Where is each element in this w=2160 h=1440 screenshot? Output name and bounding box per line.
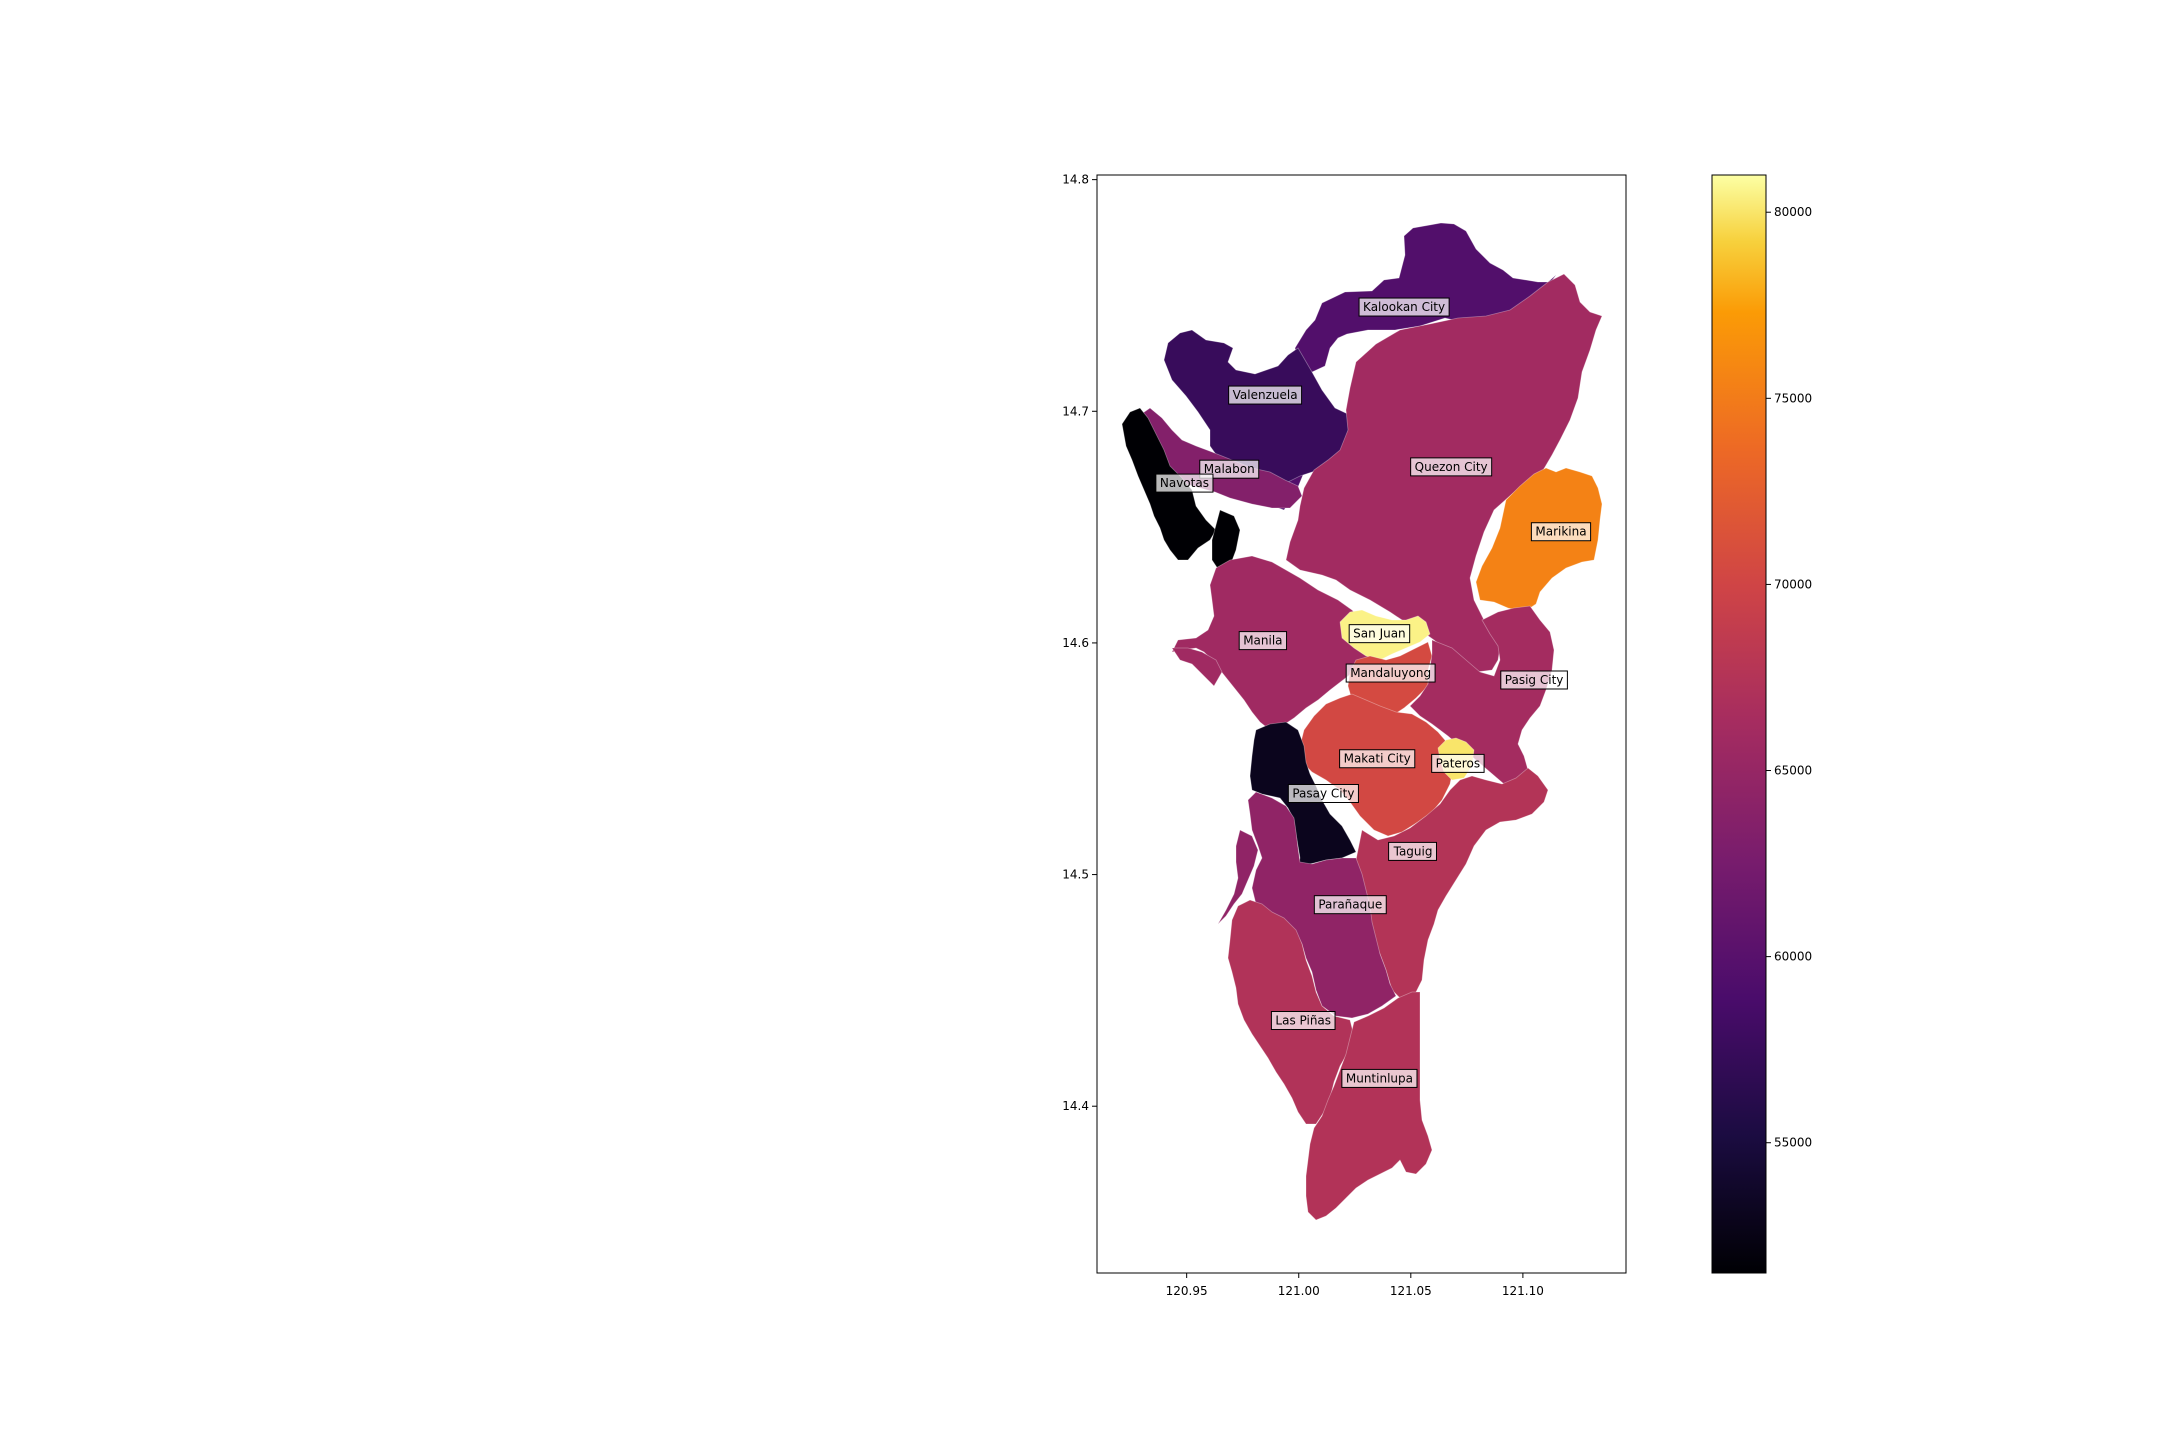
city-label-group: Pasay City	[1287, 783, 1359, 803]
city-label-box	[1199, 459, 1260, 479]
colorbar-gradient	[1711, 174, 1767, 1274]
city-label-group: Makati City	[1339, 749, 1416, 769]
city-label-box	[1313, 895, 1387, 915]
colorbar-tick-label: 55000	[1774, 1136, 1812, 1150]
city-label-box	[1410, 457, 1493, 477]
city-label: Muntinlupa	[1346, 1071, 1413, 1085]
x-tick-label: 120.95	[1166, 1284, 1208, 1298]
y-tick-label: 14.6	[1062, 636, 1089, 650]
y-tick-label: 14.5	[1062, 868, 1089, 882]
city-label-group: Malabon	[1199, 459, 1260, 479]
city-label-box	[1388, 841, 1437, 861]
city-label: Pasay City	[1292, 786, 1354, 800]
city-label: Pateros	[1436, 756, 1480, 770]
city-label-box	[1358, 297, 1450, 317]
city-label-group: Valenzuela	[1228, 385, 1303, 405]
map-axes: 120.95 121.00 121.05 121.10 14.414.514.614.…	[1062, 173, 1627, 1298]
district-manila-harbor	[1171, 647, 1223, 687]
y-tick-label: 14.7	[1062, 404, 1089, 418]
city-label-box	[1228, 385, 1303, 405]
city-label-box	[1341, 1068, 1418, 1088]
city-label: Malabon	[1204, 462, 1255, 476]
city-label: Las Piñas	[1275, 1014, 1331, 1028]
x-tick-label: 121.00	[1278, 1284, 1320, 1298]
colorbar-tick-label: 80000	[1774, 205, 1812, 219]
y-tick-label: 14.8	[1062, 173, 1089, 187]
city-label-box	[1431, 753, 1485, 773]
city-label-group: Pateros	[1431, 753, 1485, 773]
city-label: Quezon City	[1415, 460, 1488, 474]
city-label-group: Kalookan City	[1358, 297, 1450, 317]
city-label-group: Mandaluyong	[1345, 663, 1436, 683]
city-label: Kalookan City	[1363, 300, 1445, 314]
city-label-box	[1270, 1011, 1336, 1031]
city-label-box	[1500, 670, 1568, 690]
district-pasig-city	[1409, 605, 1555, 785]
city-label-group: Parañaque	[1313, 895, 1387, 915]
city-label-group: Muntinlupa	[1341, 1068, 1418, 1088]
map-frame	[1096, 174, 1627, 1274]
city-label-group: Marikina	[1530, 522, 1592, 542]
city-label-box	[1345, 663, 1436, 683]
city-label-box	[1339, 749, 1416, 769]
city-label: Navotas	[1160, 476, 1209, 490]
city-label-group: Pasig City	[1500, 670, 1568, 690]
city-label-box	[1348, 624, 1411, 644]
city-label-group: Manila	[1238, 631, 1288, 651]
city-label-box	[1287, 783, 1359, 803]
city-label-box	[1530, 522, 1592, 542]
city-label: Marikina	[1535, 525, 1586, 539]
city-label: Makati City	[1344, 752, 1411, 766]
city-label-group: Navotas	[1155, 473, 1214, 493]
colorbar: 55000 60000 65000 70000 75000 80000	[1711, 174, 1812, 1274]
y-axis-ticks: 14.4 14.5 14.6 14.7 14.8	[1062, 173, 1097, 1113]
city-label-group: Quezon City	[1410, 457, 1493, 477]
city-label: Manila	[1243, 634, 1282, 648]
district-muntinlupa	[1305, 991, 1433, 1221]
city-label-group: Taguig	[1388, 841, 1437, 861]
city-label-group: Las Piñas	[1270, 1011, 1336, 1031]
colorbar-tick-label: 70000	[1774, 577, 1812, 591]
city-label: Pasig City	[1505, 673, 1564, 687]
district-kalookan-city	[1294, 222, 1557, 373]
district-paranaque-coast	[1217, 829, 1259, 925]
colorbar-ticks: 55000 60000 65000 70000 75000 80000	[1766, 205, 1812, 1150]
colorbar-tick-label: 75000	[1774, 391, 1812, 405]
x-tick-label: 121.10	[1502, 1284, 1544, 1298]
city-label: Taguig	[1393, 844, 1433, 858]
x-axis-ticks: 120.95 121.00 121.05 121.10	[1166, 1273, 1544, 1298]
city-label-box	[1238, 631, 1288, 651]
city-label: Valenzuela	[1233, 388, 1298, 402]
city-label: Parañaque	[1318, 898, 1382, 912]
city-label-group: San Juan	[1348, 624, 1411, 644]
city-label: San Juan	[1353, 627, 1406, 641]
city-label-box	[1155, 473, 1214, 493]
colorbar-tick-label: 60000	[1774, 950, 1812, 964]
y-tick-label: 14.4	[1062, 1099, 1089, 1113]
x-tick-label: 121.05	[1390, 1284, 1432, 1298]
colorbar-tick-label: 65000	[1774, 764, 1812, 778]
city-label: Mandaluyong	[1350, 666, 1431, 680]
